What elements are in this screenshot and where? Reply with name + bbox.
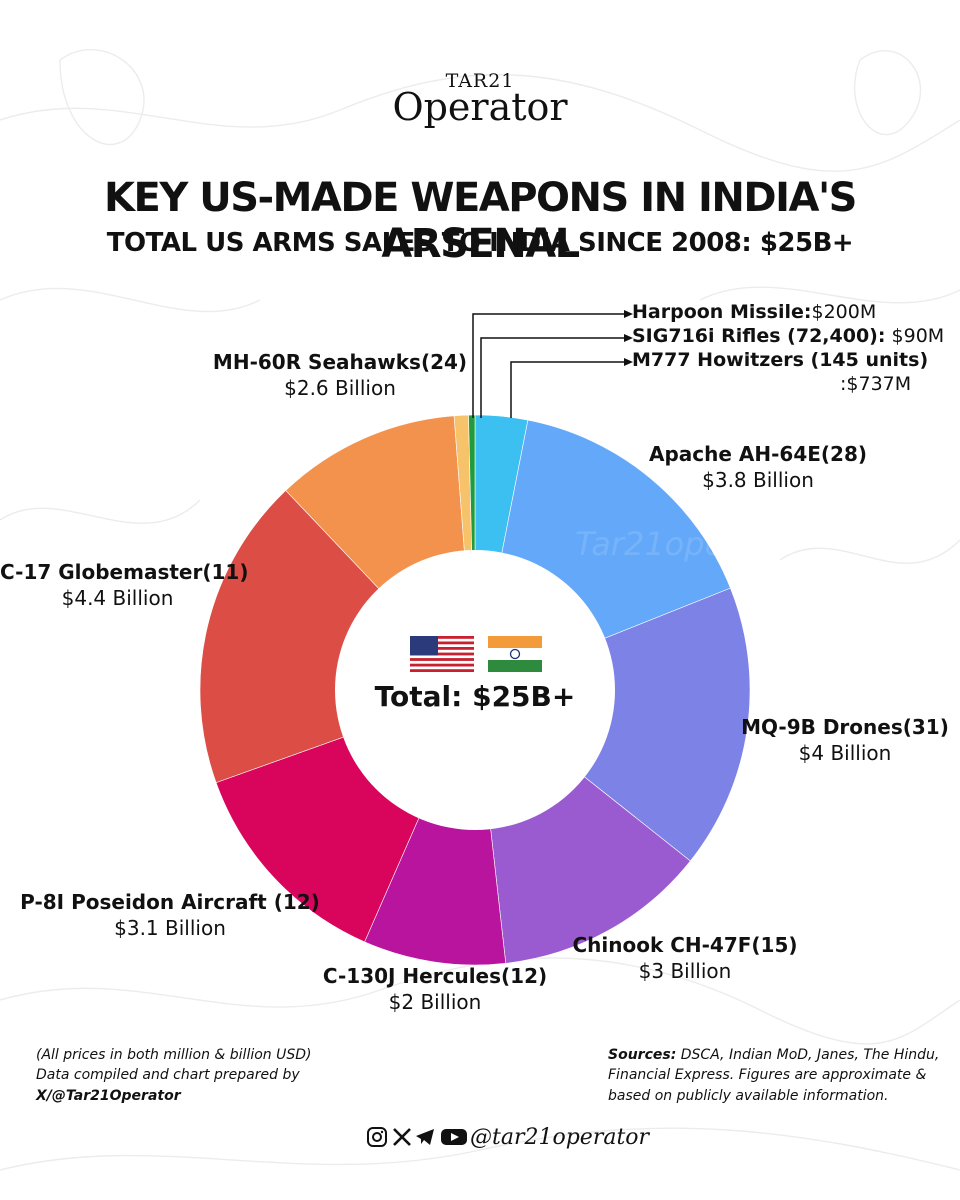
mh60r-value: $2.6 Billion bbox=[284, 375, 396, 400]
footer-note-line1: (All prices in both million & billion US… bbox=[36, 1047, 312, 1063]
chinook-name: Chinook CH-47F(15) bbox=[572, 933, 798, 957]
p8i-value: $3.1 Billion bbox=[114, 915, 226, 940]
harpoon-value: $200M bbox=[811, 301, 877, 323]
slice-mq-9b-drones bbox=[474, 587, 751, 862]
youtube-icon[interactable] bbox=[440, 1126, 468, 1148]
mh60r-name: MH-60R Seahawks(24) bbox=[212, 350, 468, 374]
p8i-name: P-8I Poseidon Aircraft (12) bbox=[20, 890, 320, 914]
apache-label: Apache AH-64E(28) $3.8 Billion bbox=[628, 442, 888, 493]
footer-note: (All prices in both million & billion US… bbox=[36, 1045, 356, 1106]
m777-label: M777 Howitzers (145 units) bbox=[632, 349, 928, 371]
total-label: Total: $25B+ bbox=[374, 680, 576, 713]
us-flag-icon bbox=[410, 636, 474, 672]
sig-label: SIG716i Rifles (72,400): $90M bbox=[632, 325, 944, 347]
sig-name: SIG716i Rifles (72,400): bbox=[632, 325, 886, 347]
brand-logo-top: TAR21 bbox=[445, 70, 515, 92]
leader-line-harpoon bbox=[472, 313, 626, 418]
p8i-label: P-8I Poseidon Aircraft (12) $3.1 Billion bbox=[15, 890, 325, 941]
apache-name: Apache AH-64E(28) bbox=[648, 442, 868, 466]
instagram-icon[interactable] bbox=[366, 1126, 388, 1148]
sources-text: DSCA, Indian MoD, Janes, The Hindu, Fina… bbox=[608, 1047, 940, 1104]
footer-sources: Sources: DSCA, Indian MoD, Janes, The Hi… bbox=[608, 1045, 948, 1106]
c130j-label: C-130J Hercules(12) $2 Billion bbox=[320, 964, 550, 1015]
mh60r-label: MH-60R Seahawks(24) $2.6 Billion bbox=[205, 350, 475, 401]
social-handle[interactable]: @tar21operator bbox=[470, 1125, 650, 1150]
c17-label: C-17 Globemaster(11) $4.4 Billion bbox=[0, 560, 249, 611]
mq9b-value: $4 Billion bbox=[798, 740, 892, 765]
chinook-value: $3 Billion bbox=[638, 958, 732, 983]
x-icon[interactable] bbox=[391, 1126, 413, 1148]
apache-value: $3.8 Billion bbox=[702, 467, 814, 492]
leader-line-sig bbox=[480, 337, 626, 418]
donut-hole bbox=[335, 550, 615, 830]
c17-value: $4.4 Billion bbox=[61, 585, 174, 610]
chart-title: KEY US-MADE WEAPONS IN INDIA'S ARSENAL bbox=[104, 175, 858, 267]
m777-value: :$737M bbox=[840, 373, 912, 395]
chart-subtitle: TOTAL US ARMS SALES TO INDIA SINCE 2008:… bbox=[106, 228, 854, 258]
footer-note-line2: Data compiled and chart prepared by bbox=[36, 1067, 300, 1084]
footer-credit: X/@Tar21Operator bbox=[36, 1087, 181, 1104]
chinook-label: Chinook CH-47F(15) $3 Billion bbox=[565, 933, 805, 984]
brand-logo: Operator bbox=[392, 85, 568, 129]
sig-value: $90M bbox=[891, 325, 945, 347]
c130j-name: C-130J Hercules(12) bbox=[322, 964, 548, 988]
harpoon-label: Harpoon Missile:$200M bbox=[632, 301, 876, 323]
m777-name: M777 Howitzers (145 units) bbox=[632, 349, 929, 371]
india-flag-icon bbox=[488, 636, 542, 672]
mq9b-label: MQ-9B Drones(31) $4 Billion bbox=[735, 715, 955, 766]
c17-name: C-17 Globemaster(11) bbox=[0, 560, 249, 584]
mq9b-name: MQ-9B Drones(31) bbox=[741, 715, 949, 739]
c130j-value: $2 Billion bbox=[388, 989, 482, 1014]
sources-label: Sources: bbox=[608, 1047, 677, 1063]
telegram-icon[interactable] bbox=[414, 1126, 436, 1148]
harpoon-name: Harpoon Missile: bbox=[632, 301, 812, 323]
watermark-text: Tar21operator bbox=[575, 525, 803, 563]
leader-line-m777 bbox=[510, 361, 626, 418]
